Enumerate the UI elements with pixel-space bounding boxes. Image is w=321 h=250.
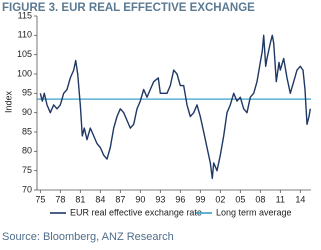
- legend-label: Long term average: [216, 207, 292, 217]
- x-tick-label: 75: [35, 194, 45, 204]
- y-tick-label: 70: [22, 184, 32, 194]
- x-tick-label: 08: [255, 194, 265, 204]
- y-tick-label: 75: [22, 165, 32, 175]
- y-tick-label: 100: [17, 68, 32, 78]
- x-tick-label: 78: [55, 194, 65, 204]
- x-tick-label: 93: [155, 194, 165, 204]
- y-tick-label: 85: [22, 126, 32, 136]
- x-tick-label: 87: [115, 194, 125, 204]
- y-tick-label: 110: [18, 30, 32, 40]
- x-tick-label: 81: [75, 194, 85, 204]
- legend-label: EUR real effective exchange rate: [70, 207, 202, 217]
- y-tick-label: 95: [22, 88, 32, 98]
- x-tick-label: 84: [95, 194, 105, 204]
- y-axis-label: Index: [3, 90, 13, 113]
- y-tick-label: 80: [22, 146, 32, 156]
- x-tick-label: 96: [175, 194, 185, 204]
- x-tick-label: 02: [215, 194, 225, 204]
- x-tick-label: 14: [295, 194, 305, 204]
- y-tick-label: 115: [18, 10, 32, 20]
- x-tick-label: 90: [135, 194, 145, 204]
- x-tick-label: 99: [195, 194, 205, 204]
- y-tick-label: 90: [22, 107, 32, 117]
- x-tick-label: 11: [276, 194, 285, 204]
- source: Source: Bloomberg, ANZ Research: [2, 231, 174, 243]
- x-tick-label: 05: [235, 194, 245, 204]
- chart-title: FIGURE 3. EUR REAL EFFECTIVE EXCHANGE: [2, 2, 255, 14]
- series-line: [39, 34, 311, 180]
- y-tick-label: 105: [17, 49, 32, 59]
